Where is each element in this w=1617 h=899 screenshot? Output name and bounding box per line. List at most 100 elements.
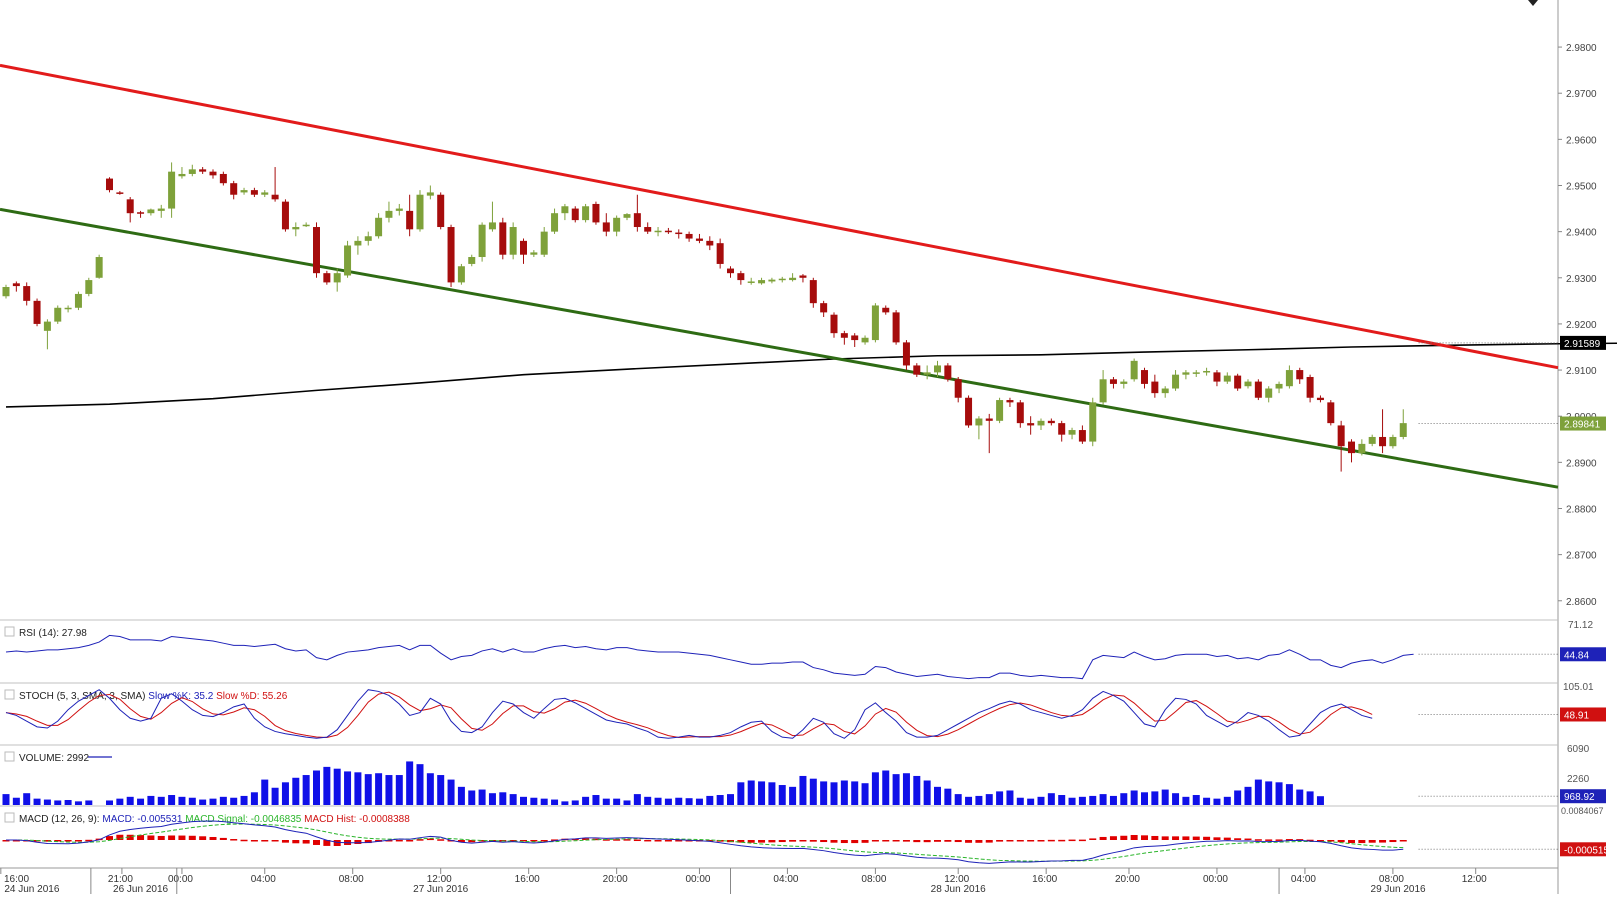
value-tags: 2.91589 2.89841 44.84 48.91 968.92 -0.000515 [1418, 335, 1609, 857]
candle [975, 416, 983, 440]
candle [1203, 367, 1211, 376]
candle-body [882, 307, 890, 313]
candle [1275, 381, 1283, 394]
candle-body [1058, 423, 1066, 435]
candle [996, 397, 1004, 424]
candle [1389, 434, 1397, 449]
candle [178, 167, 186, 179]
candle-body [1244, 381, 1252, 387]
volume-bar [23, 793, 31, 805]
stoch-panel-checkbox[interactable] [4, 689, 15, 700]
candle [168, 162, 176, 218]
volume-bar [716, 795, 724, 805]
macd-hist-bar [985, 840, 993, 843]
volume-bar [188, 797, 196, 805]
candle-body [1047, 420, 1055, 424]
frame [0, 0, 1559, 894]
candle-body [188, 169, 196, 174]
macd-hist-bar [840, 840, 848, 844]
time-tick-label: 00:00 [1203, 874, 1228, 885]
candle [64, 305, 72, 313]
candle-body [758, 280, 766, 284]
sma-tag-text: 2.91589 [1564, 339, 1601, 350]
candle-body [354, 240, 362, 246]
rsi-panel-checkbox[interactable] [4, 626, 15, 637]
volume-bar [1172, 793, 1180, 805]
candle-body [1182, 372, 1190, 375]
macd-hist-bar [188, 835, 196, 840]
macd-hist-bar [230, 839, 238, 841]
volume-bar [64, 800, 72, 805]
volume-bar [250, 792, 258, 805]
macd-label-macd: MACD: -0.005531 [102, 814, 182, 825]
candle-body [375, 217, 383, 237]
macd-hist-bar [582, 838, 590, 840]
candle [654, 227, 662, 237]
volume-bar [747, 780, 755, 805]
candle-body [1389, 436, 1397, 447]
macd-hist-bar [1130, 834, 1138, 840]
candle-body [1306, 376, 1314, 398]
candle [913, 363, 921, 377]
candle [126, 197, 134, 223]
chart-menu-arrow-icon[interactable] [1528, 0, 1538, 6]
macd-hist-bar [1234, 838, 1242, 840]
volume-bar [74, 801, 82, 805]
candle-body [1130, 360, 1138, 380]
candle-body [747, 281, 755, 283]
volume-bar [416, 764, 424, 805]
volume-bar [2, 794, 10, 805]
volume-bar [261, 779, 269, 805]
candle [1296, 367, 1304, 384]
candle-body [199, 169, 207, 172]
macd-panel-checkbox[interactable] [4, 812, 15, 823]
candle-body [23, 286, 31, 301]
candle-body [168, 171, 176, 209]
candle-body [261, 192, 269, 195]
candle-body [1172, 374, 1180, 389]
volume-bar [116, 798, 124, 805]
time-tick-label: 04:00 [1291, 874, 1316, 885]
volume-bar [1285, 784, 1293, 805]
volume-bar [727, 794, 734, 805]
volume-bar [633, 794, 641, 805]
candle [592, 201, 600, 225]
date-label: 27 Jun 2016 [413, 884, 468, 894]
candle-body [871, 305, 879, 341]
candle-body [1358, 443, 1366, 454]
candle [934, 360, 941, 377]
candle-body [157, 208, 165, 211]
candle-body [644, 227, 652, 232]
candle [799, 274, 807, 283]
macd-hist-bar [1161, 836, 1169, 840]
volume-bar [230, 797, 238, 805]
candle [1161, 386, 1169, 398]
candle [54, 305, 62, 324]
volume-panel-checkbox[interactable] [4, 751, 15, 762]
candle-body [1006, 400, 1014, 403]
macd-hist-bar [1172, 836, 1180, 840]
volume-bar [1265, 781, 1273, 805]
volume-bar [934, 786, 941, 805]
candle [664, 227, 672, 234]
candle-body [137, 212, 145, 214]
time-tick-label: 00:00 [685, 874, 710, 885]
candle [488, 201, 496, 232]
candle-body [954, 379, 962, 398]
candle-body [1275, 383, 1283, 389]
macd-hist-bar [1254, 839, 1262, 841]
candle-body [395, 208, 403, 211]
candle-body [1399, 423, 1407, 437]
volume-bar [354, 772, 362, 805]
candle [1141, 367, 1148, 389]
price-plot [0, 63, 1617, 489]
volume-bar [137, 798, 145, 805]
candle-body [913, 365, 921, 375]
candle [1254, 379, 1262, 401]
volume-label: VOLUME: 2992 [19, 753, 89, 764]
candle-body [778, 278, 786, 281]
time-tick-label: 20:00 [603, 874, 628, 885]
volume-bar [147, 795, 155, 805]
candle [230, 180, 238, 200]
macd-hist-bar [12, 839, 20, 842]
